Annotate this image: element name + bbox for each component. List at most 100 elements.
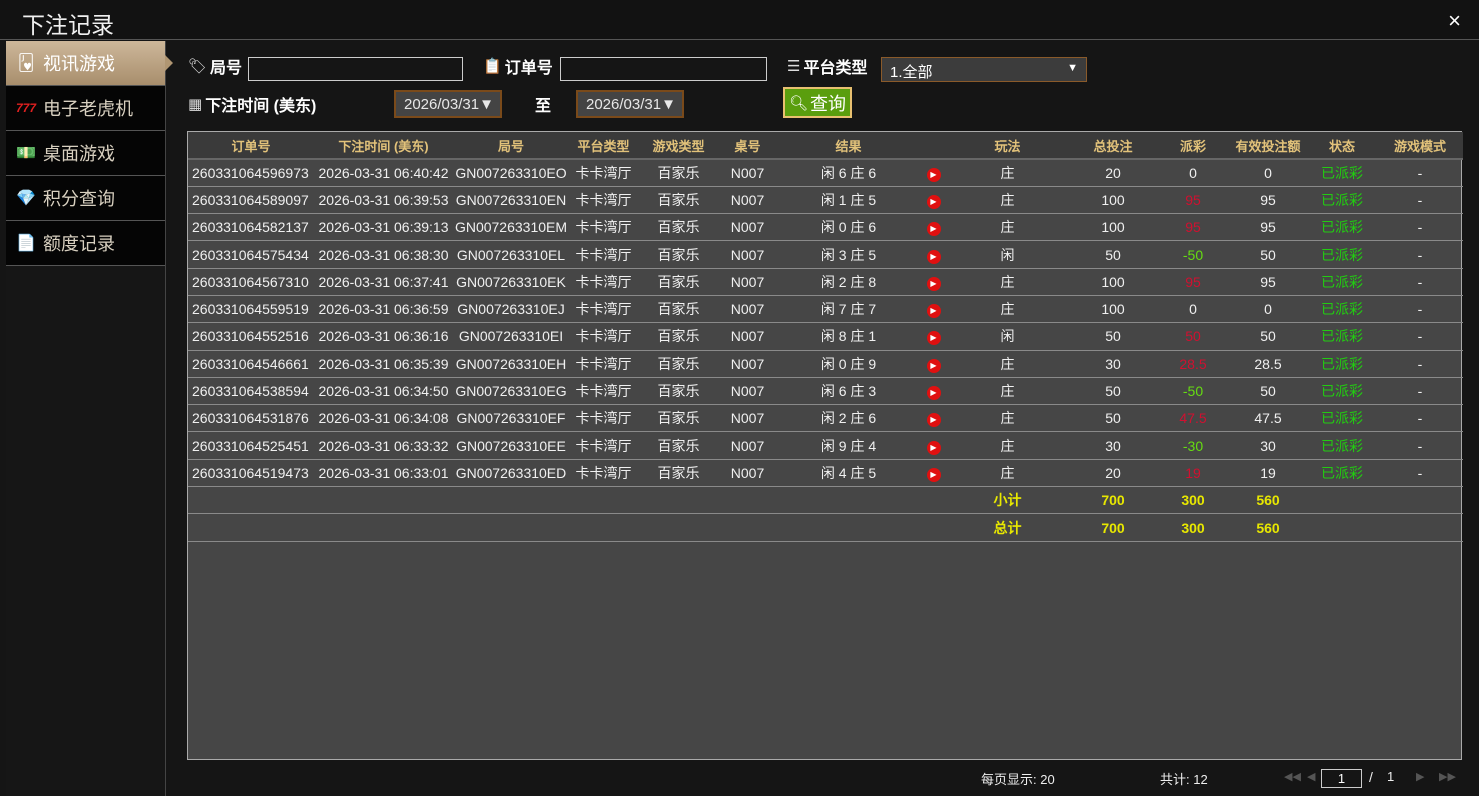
close-icon[interactable]: × [1448, 8, 1461, 33]
play-icon[interactable]: ▶ [926, 331, 941, 346]
window-title: 下注记录 [22, 12, 114, 38]
table-row: 260331064538594 2026-03-31 06:34:50 GN0072… [188, 377, 1463, 406]
last-page-icon[interactable]: ▶▶ [1439, 771, 1456, 783]
cell-valid-bet: 50 [1229, 377, 1307, 406]
first-page-icon[interactable]: ◀◀ [1284, 771, 1301, 783]
play-icon[interactable]: ▶ [926, 276, 941, 291]
cell-bet-time: 2026-03-31 06:34:50 [314, 377, 453, 406]
cell-order-id: 260331064589097 [188, 186, 314, 215]
round-input[interactable] [248, 57, 463, 81]
cell-replay: ▶ [921, 377, 946, 406]
chevron-down-icon: ▼ [1067, 62, 1078, 74]
cell-game-mode: - [1377, 295, 1463, 324]
play-icon[interactable]: ▶ [926, 413, 941, 428]
next-page-icon[interactable]: ▶ [1416, 771, 1425, 783]
play-icon[interactable]: ▶ [926, 467, 941, 482]
cell-payout: 50 [1157, 322, 1229, 351]
subtotal-cell [776, 486, 921, 515]
column-header [921, 132, 946, 160]
play-icon[interactable]: ▶ [926, 304, 941, 319]
play-icon[interactable]: ▶ [926, 249, 941, 264]
page-input[interactable] [1321, 769, 1362, 788]
platform-select[interactable]: 1.全部 ▼ [881, 57, 1087, 82]
cell-bet-time: 2026-03-31 06:33:32 [314, 431, 453, 460]
cell-platform: 卡卡湾厅 [569, 213, 638, 242]
cell-valid-bet: 95 [1229, 268, 1307, 296]
to-label: 至 [535, 98, 552, 115]
prev-page-icon[interactable]: ◀ [1307, 771, 1316, 783]
cell-game-mode: - [1377, 268, 1463, 296]
table-row: 260331064596973 2026-03-31 06:40:42 GN0072… [188, 159, 1463, 187]
sidebar-item-label: 电子老虎机 [43, 99, 133, 119]
cell-total-bet: 50 [1069, 377, 1157, 406]
subtotal-cell: 小计 [946, 486, 1069, 515]
sidebar-item-1[interactable]: 777 电子老虎机 [6, 86, 165, 131]
cell-valid-bet: 0 [1229, 295, 1307, 324]
title-bar: 下注记录 × [0, 0, 1479, 40]
column-header: 有效投注额 [1229, 132, 1307, 160]
table-row: 260331064567310 2026-03-31 06:37:41 GN0072… [188, 268, 1463, 296]
table-row: 260331064519473 2026-03-31 06:33:01 GN0072… [188, 459, 1463, 488]
play-icon[interactable]: ▶ [926, 222, 941, 237]
search-icon: 🔍︎ [788, 94, 809, 112]
total-cell [453, 513, 569, 542]
play-icon[interactable]: ▶ [926, 167, 941, 182]
total-pages: 1 [1387, 769, 1395, 784]
sidebar-item-4[interactable]: 📄 额度记录 [6, 221, 165, 266]
table-row: 260331064546661 2026-03-31 06:35:39 GN0072… [188, 350, 1463, 378]
cell-valid-bet: 28.5 [1229, 350, 1307, 378]
cell-payout: 95 [1157, 186, 1229, 215]
cell-result: 闲 4 庄 5 [776, 459, 921, 488]
cell-total-bet: 30 [1069, 350, 1157, 378]
cell-platform: 卡卡湾厅 [569, 268, 638, 296]
column-header: 订单号 [188, 132, 314, 160]
subtotal-cell: 700 [1069, 486, 1157, 515]
table-row: 260331064582137 2026-03-31 06:39:13 GN0072… [188, 213, 1463, 242]
play-icon[interactable]: ▶ [926, 194, 941, 209]
cell-result: 闲 1 庄 5 [776, 186, 921, 215]
date-from-picker[interactable]: 2026/03/31▼ [394, 90, 502, 118]
cell-replay: ▶ [921, 322, 946, 351]
subtotal-cell [314, 486, 453, 515]
sidebar-item-0[interactable]: 🂻 视讯游戏 [6, 41, 173, 86]
date-to-picker[interactable]: 2026/03/31▼ [576, 90, 684, 118]
cell-result: 闲 3 庄 5 [776, 240, 921, 269]
query-button[interactable]: 🔍︎ 查询 [783, 87, 852, 118]
cell-round-id: GN007263310EF [453, 404, 569, 433]
cell-table-no: N007 [719, 404, 776, 433]
cell-order-id: 260331064538594 [188, 377, 314, 406]
cell-valid-bet: 95 [1229, 186, 1307, 215]
cell-order-id: 260331064552516 [188, 322, 314, 351]
sidebar-item-2[interactable]: 💵 桌面游戏 [6, 131, 165, 176]
cell-table-no: N007 [719, 431, 776, 460]
cell-bet-time: 2026-03-31 06:36:59 [314, 295, 453, 324]
total-cell [776, 513, 921, 542]
play-icon[interactable]: ▶ [926, 386, 941, 401]
column-header: 平台类型 [569, 132, 638, 160]
server-icon: ☰ [787, 58, 801, 75]
cell-bet-type: 庄 [946, 431, 1069, 460]
table-row: 260331064589097 2026-03-31 06:39:53 GN0072… [188, 186, 1463, 215]
cell-game-type: 百家乐 [638, 431, 719, 460]
order-input[interactable] [560, 57, 767, 81]
diamond-icon: 💎 [16, 190, 36, 207]
cell-game-type: 百家乐 [638, 404, 719, 433]
sidebar-item-3[interactable]: 💎 积分查询 [6, 176, 165, 221]
cell-status: 已派彩 [1307, 322, 1377, 351]
cell-bet-type: 庄 [946, 377, 1069, 406]
total-count-text: 共计: 12 [1160, 772, 1208, 787]
subtotal-cell [719, 486, 776, 515]
play-icon[interactable]: ▶ [926, 358, 941, 373]
cell-bet-type: 闲 [946, 240, 1069, 269]
subtotal-cell [188, 486, 314, 515]
cell-platform: 卡卡湾厅 [569, 322, 638, 351]
cell-status: 已派彩 [1307, 268, 1377, 296]
cell-table-no: N007 [719, 159, 776, 187]
play-icon[interactable]: ▶ [926, 440, 941, 455]
cell-valid-bet: 47.5 [1229, 404, 1307, 433]
cell-total-bet: 100 [1069, 186, 1157, 215]
cell-table-no: N007 [719, 186, 776, 215]
cell-valid-bet: 50 [1229, 240, 1307, 269]
cell-round-id: GN007263310EE [453, 431, 569, 460]
cell-status: 已派彩 [1307, 404, 1377, 433]
